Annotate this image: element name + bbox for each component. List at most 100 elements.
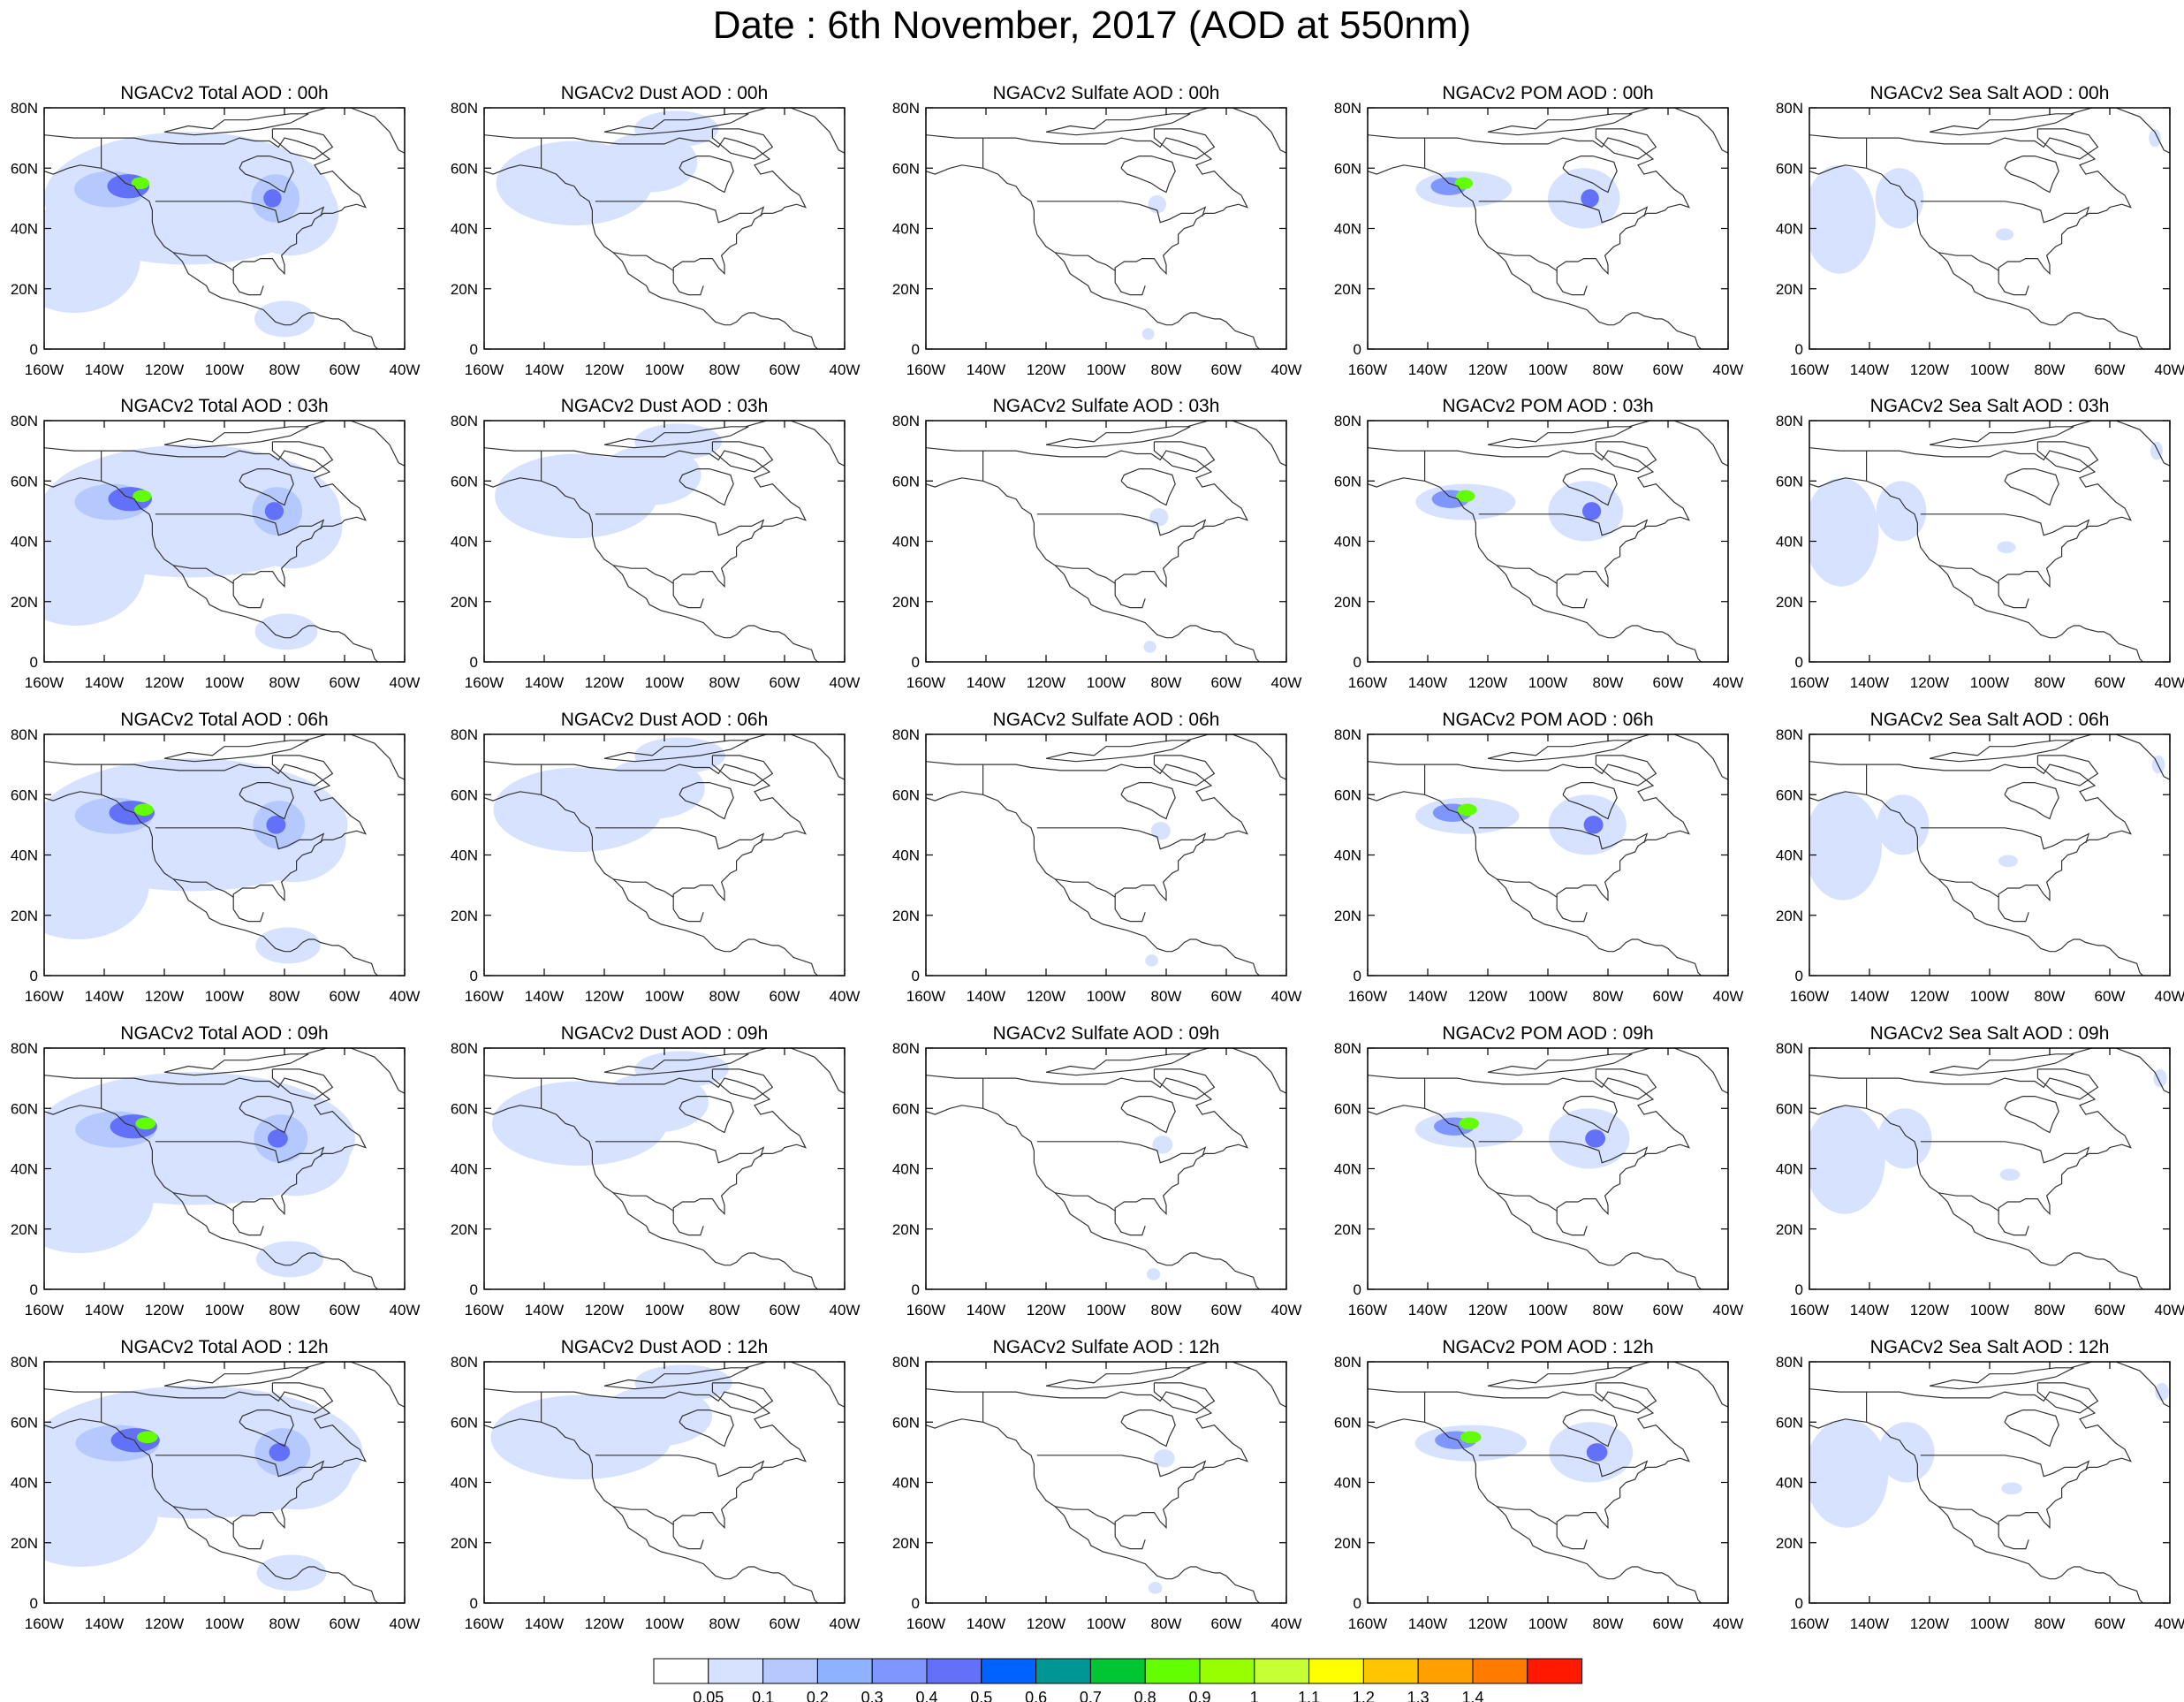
lon-tick-label: 100W xyxy=(1087,361,1126,378)
panel-title: NGACv2 Total AOD : 09h xyxy=(120,1023,328,1044)
aod-field xyxy=(491,1051,729,1166)
colorbar-label: 0.5 xyxy=(970,1689,992,1702)
lon-tick-label: 160W xyxy=(25,361,64,378)
aod-patch xyxy=(44,831,149,940)
lon-tick-label: 140W xyxy=(967,361,1005,378)
lat-tick-label: 20N xyxy=(1334,908,1361,924)
figure-title: Date : 6th November, 2017 (AOD at 550nm) xyxy=(712,4,1472,47)
lon-tick-label: 40W xyxy=(1271,361,1302,378)
colorbar-swatch xyxy=(1362,1658,1419,1684)
lon-tick-label: 120W xyxy=(1468,988,1507,1005)
aod-patch xyxy=(44,517,145,627)
lat-tick-label: 80N xyxy=(892,1354,920,1371)
lon-tick-label: 160W xyxy=(1348,361,1387,378)
aod-patch xyxy=(1456,490,1475,503)
lat-tick-label: 40N xyxy=(451,221,478,238)
lat-tick-label: 80N xyxy=(1334,1040,1361,1057)
aod-field xyxy=(1415,168,1620,229)
lat-tick-label: 20N xyxy=(11,594,38,611)
lon-tick-label: 40W xyxy=(830,674,861,691)
aod-patch xyxy=(1454,177,1473,190)
lon-tick-label: 40W xyxy=(2155,1302,2184,1318)
lat-tick-label: 0 xyxy=(30,341,38,358)
lon-tick-label: 140W xyxy=(525,674,564,691)
lon-tick-label: 100W xyxy=(1528,1615,1567,1632)
lat-tick-label: 0 xyxy=(470,654,478,671)
lon-tick-label: 140W xyxy=(1850,361,1889,378)
aod-patch xyxy=(1878,1422,1935,1483)
colorbar: 0.05 0.1 0.2 0.3 0.4 0.5 0.6 0.7 0.8 0.9 1 1.1 1.2 1.… xyxy=(653,1658,1583,1702)
map-panel: 160W 140W 120W 100W 80W 60W 40W 80N 60N 40N 20N 0 NG… xyxy=(892,710,1302,1005)
map-panel: 160W 140W 120W 100W 80W 60W 40W 80N 60N 40N 20N 0 NG… xyxy=(1334,1337,1744,1632)
aod-patch xyxy=(133,490,152,503)
panel-title: NGACv2 Sulfate AOD : 09h xyxy=(993,1023,1220,1044)
lon-tick-label: 60W xyxy=(2095,988,2126,1005)
lat-tick-label: 40N xyxy=(1776,1475,1803,1492)
lat-tick-label: 80N xyxy=(1334,726,1361,743)
aod-patch xyxy=(1149,507,1169,527)
lon-tick-label: 80W xyxy=(1593,674,1624,691)
aod-patch xyxy=(600,1386,713,1447)
lat-tick-label: 60N xyxy=(451,160,478,177)
lon-tick-label: 100W xyxy=(645,1615,684,1632)
lat-tick-label: 0 xyxy=(912,1595,920,1612)
lat-tick-label: 0 xyxy=(912,654,920,671)
aod-patch xyxy=(1152,1135,1173,1154)
lon-tick-label: 40W xyxy=(1271,674,1302,691)
lat-tick-label: 0 xyxy=(1795,341,1803,358)
lon-tick-label: 60W xyxy=(2095,1615,2126,1632)
lon-tick-label: 120W xyxy=(145,1615,184,1632)
lon-tick-label: 100W xyxy=(645,988,684,1005)
colorbar-swatch xyxy=(981,1658,1037,1684)
lon-tick-label: 160W xyxy=(465,674,504,691)
aod-patch xyxy=(601,1072,709,1133)
lon-tick-label: 160W xyxy=(25,988,64,1005)
lat-tick-label: 40N xyxy=(1334,1475,1361,1492)
lat-tick-label: 80N xyxy=(892,100,920,117)
lat-tick-label: 20N xyxy=(11,908,38,924)
lon-tick-label: 160W xyxy=(1790,1615,1829,1632)
lat-tick-label: 20N xyxy=(451,908,478,924)
aod-field xyxy=(495,423,723,539)
lat-tick-label: 20N xyxy=(1334,594,1361,611)
panel-title: NGACv2 POM AOD : 00h xyxy=(1442,83,1653,103)
colorbar-swatch xyxy=(708,1658,764,1684)
aod-patch xyxy=(1875,168,1924,229)
lon-tick-label: 100W xyxy=(1528,1302,1567,1318)
lon-tick-label: 120W xyxy=(145,674,184,691)
lon-tick-label: 60W xyxy=(1211,361,1242,378)
lat-tick-label: 80N xyxy=(451,413,478,429)
aod-patch xyxy=(634,1051,729,1088)
lon-tick-label: 140W xyxy=(85,1302,124,1318)
colorbar-label: 1 xyxy=(1250,1689,1259,1702)
lat-tick-label: 60N xyxy=(451,1414,478,1431)
lat-tick-label: 80N xyxy=(892,413,920,429)
aod-patch xyxy=(1995,228,2014,241)
lon-tick-label: 80W xyxy=(709,1615,740,1632)
colorbar-swatch xyxy=(816,1658,873,1684)
lat-tick-label: 60N xyxy=(11,786,38,803)
lon-tick-label: 140W xyxy=(967,988,1005,1005)
lon-tick-label: 100W xyxy=(205,1615,244,1632)
lon-tick-label: 140W xyxy=(1408,1615,1447,1632)
colorbar-label: 0.05 xyxy=(693,1689,724,1702)
aod-patch xyxy=(1876,481,1927,542)
lat-tick-label: 80N xyxy=(11,1040,38,1057)
lon-tick-label: 40W xyxy=(390,1302,421,1318)
colorbar-label: 1.4 xyxy=(1461,1689,1483,1702)
lon-tick-label: 40W xyxy=(1713,988,1744,1005)
lon-tick-label: 140W xyxy=(525,361,564,378)
lon-tick-label: 120W xyxy=(1027,361,1065,378)
panel-title: NGACv2 Total AOD : 00h xyxy=(120,83,328,103)
panel-title: NGACv2 Total AOD : 06h xyxy=(120,710,328,730)
coastline xyxy=(1368,421,1728,662)
lon-tick-label: 60W xyxy=(1653,988,1684,1005)
lon-tick-label: 100W xyxy=(1970,674,2009,691)
lon-tick-label: 140W xyxy=(1850,1615,1889,1632)
aod-patch xyxy=(1583,816,1604,834)
lat-tick-label: 20N xyxy=(1776,1221,1803,1238)
lat-tick-label: 60N xyxy=(892,473,920,490)
lat-tick-label: 40N xyxy=(1334,1161,1361,1178)
coastline xyxy=(484,108,845,349)
